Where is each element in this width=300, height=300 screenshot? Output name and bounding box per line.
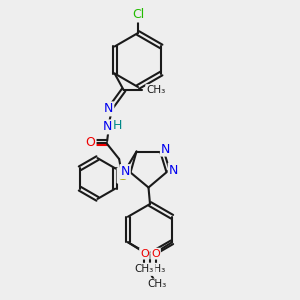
Text: CH₃: CH₃ [146, 85, 165, 95]
Text: CH₃: CH₃ [135, 264, 154, 274]
Text: N: N [169, 164, 178, 177]
Text: Cl: Cl [132, 8, 144, 22]
Text: S: S [118, 169, 127, 182]
Text: N: N [102, 120, 112, 134]
Text: N: N [161, 142, 170, 156]
Text: N: N [104, 102, 113, 116]
Text: CH₃: CH₃ [146, 264, 165, 274]
Text: H: H [113, 119, 122, 132]
Text: O: O [140, 249, 149, 259]
Text: O: O [146, 265, 154, 275]
Text: CH₃: CH₃ [148, 279, 167, 290]
Text: O: O [151, 249, 160, 259]
Text: O: O [86, 136, 96, 149]
Text: N: N [120, 165, 130, 178]
